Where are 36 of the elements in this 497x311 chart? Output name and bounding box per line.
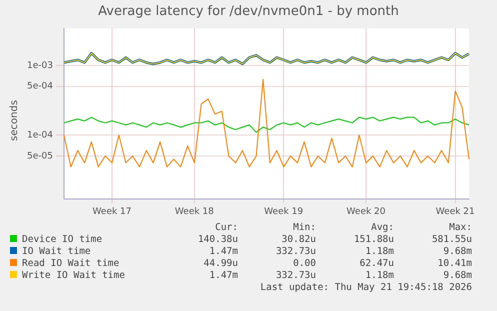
text: 1.18m <box>364 270 394 282</box>
y-tick-label: 5e-04 <box>26 82 54 92</box>
y-tick-label: 5e-05 <box>26 151 53 162</box>
y-tick-label: 1e-04 <box>26 130 54 140</box>
text: 10.41m <box>436 258 472 270</box>
x-tick-label: Week 21 <box>436 206 475 217</box>
legend-label: IO Wait time <box>21 246 92 258</box>
text: 9.68m <box>442 246 472 258</box>
text: 44.99u <box>202 258 238 270</box>
text: Avg: <box>370 222 394 234</box>
text: 140.38u <box>196 234 238 246</box>
text: 0.00 <box>292 258 316 270</box>
legend-label: Read IO Wait time <box>21 258 120 270</box>
text: 9.68m <box>442 270 472 282</box>
text: 1.47m <box>208 246 238 258</box>
x-tick-label: Week 20 <box>346 206 386 217</box>
y-axis-title: seconds <box>8 100 20 141</box>
text: 332.73u <box>274 270 316 282</box>
text: 151.88u <box>352 234 394 246</box>
y-tick-label: 1e-03 <box>26 60 53 71</box>
text: 30.82u <box>280 234 316 246</box>
text: 332.73u <box>274 246 316 258</box>
x-tick-label: Week 17 <box>92 206 132 217</box>
text: 581.55u <box>430 234 472 246</box>
text: 62.47u <box>358 258 394 270</box>
chart-title: Average latency for /dev/nvme0n1 - by month <box>97 4 400 19</box>
text: Max: <box>448 222 472 234</box>
text: Min: <box>292 222 316 234</box>
text: Last update: Thu May 21 19:45:18 2026 <box>259 282 472 294</box>
text: 1.47m <box>208 270 238 282</box>
text: Cur: <box>214 222 238 234</box>
x-tick-label: Week 19 <box>264 206 304 217</box>
legend-label: Device IO time <box>21 234 104 246</box>
x-tick-label: Week 18 <box>174 206 214 217</box>
legend-label: Write IO Wait time <box>21 270 126 282</box>
text: 1.18m <box>364 246 394 258</box>
